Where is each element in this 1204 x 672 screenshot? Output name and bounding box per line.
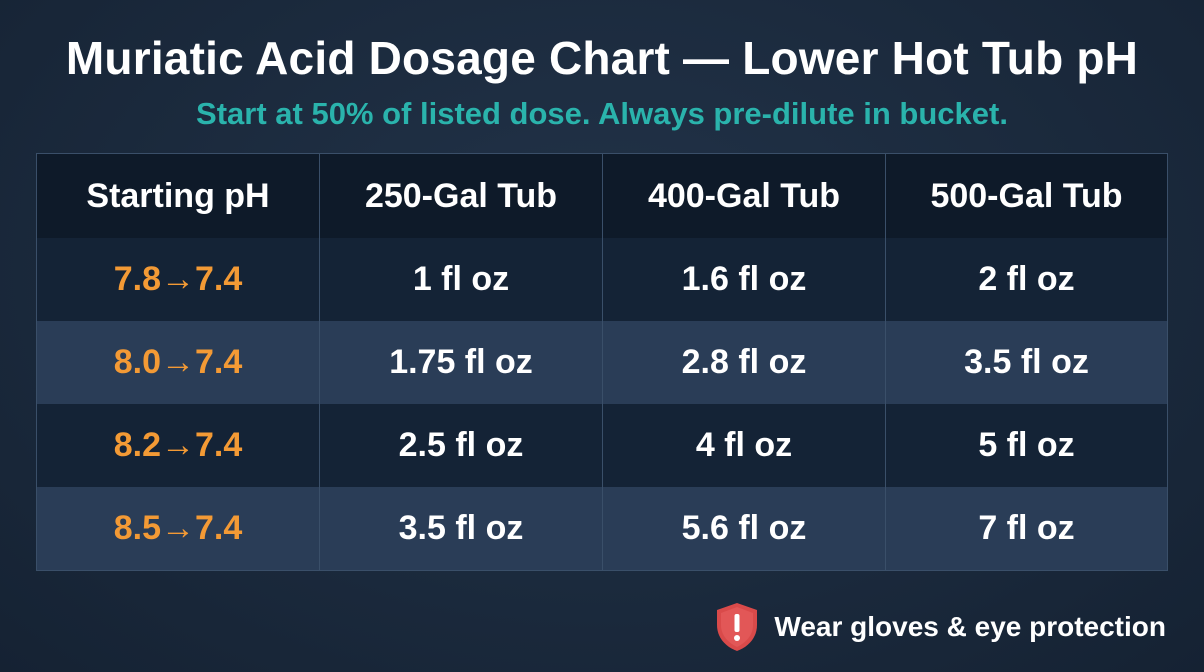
- dose-cell: 5.6 fl oz: [603, 487, 886, 570]
- page-title: Muriatic Acid Dosage Chart — Lower Hot T…: [65, 32, 1139, 84]
- dose-cell: 2.8 fl oz: [603, 321, 886, 404]
- header-cell-250-gal: 250-Gal Tub: [320, 154, 603, 238]
- header-cell-starting-ph: Starting pH: [37, 154, 320, 238]
- table-row: 8.5→7.4 3.5 fl oz 5.6 fl oz 7 fl oz: [37, 487, 1167, 570]
- dose-cell: 2.5 fl oz: [320, 404, 603, 487]
- dose-cell: 4 fl oz: [603, 404, 886, 487]
- shield-exclamation-icon: [717, 603, 758, 651]
- table-header-row: Starting pH 250-Gal Tub 400-Gal Tub 500-…: [37, 154, 1167, 238]
- page-subtitle: Start at 50% of listed dose. Always pre-…: [196, 96, 1008, 131]
- ph-range-cell: 8.5→7.4: [37, 487, 320, 570]
- dose-cell: 1 fl oz: [320, 238, 603, 321]
- warning-text: Wear gloves & eye protection: [774, 611, 1166, 642]
- header-cell-400-gal: 400-Gal Tub: [603, 154, 886, 238]
- header-cell-500-gal: 500-Gal Tub: [930, 176, 1123, 215]
- dose-cell: 7 fl oz: [978, 509, 1075, 547]
- ph-range-cell: 8.2→7.4: [37, 404, 320, 487]
- dose-cell: 1.6 fl oz: [603, 238, 886, 321]
- safety-warning: Wear gloves & eye protection: [714, 598, 1166, 656]
- dose-cell: 2 fl oz: [978, 260, 1075, 298]
- ph-range-cell: 7.8→7.4: [37, 238, 320, 321]
- table-row: 8.2→7.4 2.5 fl oz 4 fl oz 5 fl oz: [37, 404, 1167, 487]
- table-row: 7.8→7.4 1 fl oz 1.6 fl oz 2 fl oz: [37, 238, 1167, 321]
- dose-cell: 3.5 fl oz: [964, 343, 1089, 381]
- dose-cell: 1.75 fl oz: [320, 321, 603, 404]
- ph-range-cell: 8.0→7.4: [37, 321, 320, 404]
- dose-cell: 5 fl oz: [978, 426, 1075, 464]
- table-row: 8.0→7.4 1.75 fl oz 2.8 fl oz 3.5 fl oz: [37, 321, 1167, 404]
- dosage-table: Starting pH 250-Gal Tub 400-Gal Tub 500-…: [36, 153, 1168, 571]
- dose-cell: 3.5 fl oz: [320, 487, 603, 570]
